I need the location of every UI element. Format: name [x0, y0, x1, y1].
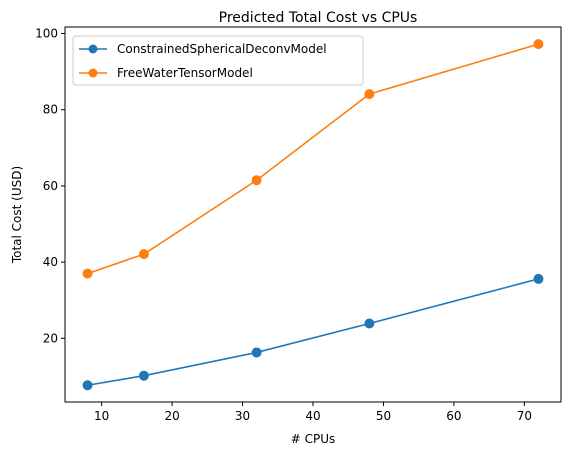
data-point — [364, 318, 375, 329]
y-tick-label: 60 — [43, 179, 58, 193]
data-point — [138, 370, 149, 381]
legend: ConstrainedSphericalDeconvModel FreeWater… — [72, 35, 364, 86]
x-axis-label: # CPUs — [291, 432, 336, 446]
data-point — [82, 380, 93, 391]
y-axis-label: Total Cost (USD) — [10, 166, 24, 264]
x-tick-label: 30 — [235, 409, 250, 423]
x-tick-label: 20 — [164, 409, 179, 423]
x-axis-ticks: 10 20 30 40 50 60 70 — [94, 402, 532, 423]
data-point — [533, 273, 544, 284]
x-tick-label: 10 — [94, 409, 109, 423]
y-tick-label: 100 — [35, 26, 58, 40]
legend-label: FreeWaterTensorModel — [117, 66, 253, 80]
data-point — [364, 89, 375, 100]
y-axis-ticks: 20 40 60 80 100 — [35, 26, 65, 345]
data-point — [251, 175, 262, 186]
plot-area — [65, 27, 561, 402]
series-layer — [82, 39, 544, 391]
chart-title: Predicted Total Cost vs CPUs — [219, 10, 418, 26]
legend-label: ConstrainedSphericalDeconvModel — [117, 42, 327, 56]
x-tick-label: 70 — [517, 409, 532, 423]
legend-swatch-marker — [88, 68, 98, 78]
x-tick-label: 40 — [305, 409, 320, 423]
data-point — [251, 347, 262, 358]
legend-swatch-marker — [88, 44, 98, 54]
data-point — [138, 249, 149, 260]
plot-frame — [64, 26, 562, 403]
data-point — [533, 39, 544, 50]
x-tick-label: 60 — [446, 409, 461, 423]
x-tick-label: 50 — [376, 409, 391, 423]
y-tick-label: 80 — [43, 103, 58, 117]
y-tick-label: 40 — [43, 255, 58, 269]
legend-frame — [72, 35, 364, 86]
data-point — [82, 268, 93, 279]
y-tick-label: 20 — [43, 331, 58, 345]
